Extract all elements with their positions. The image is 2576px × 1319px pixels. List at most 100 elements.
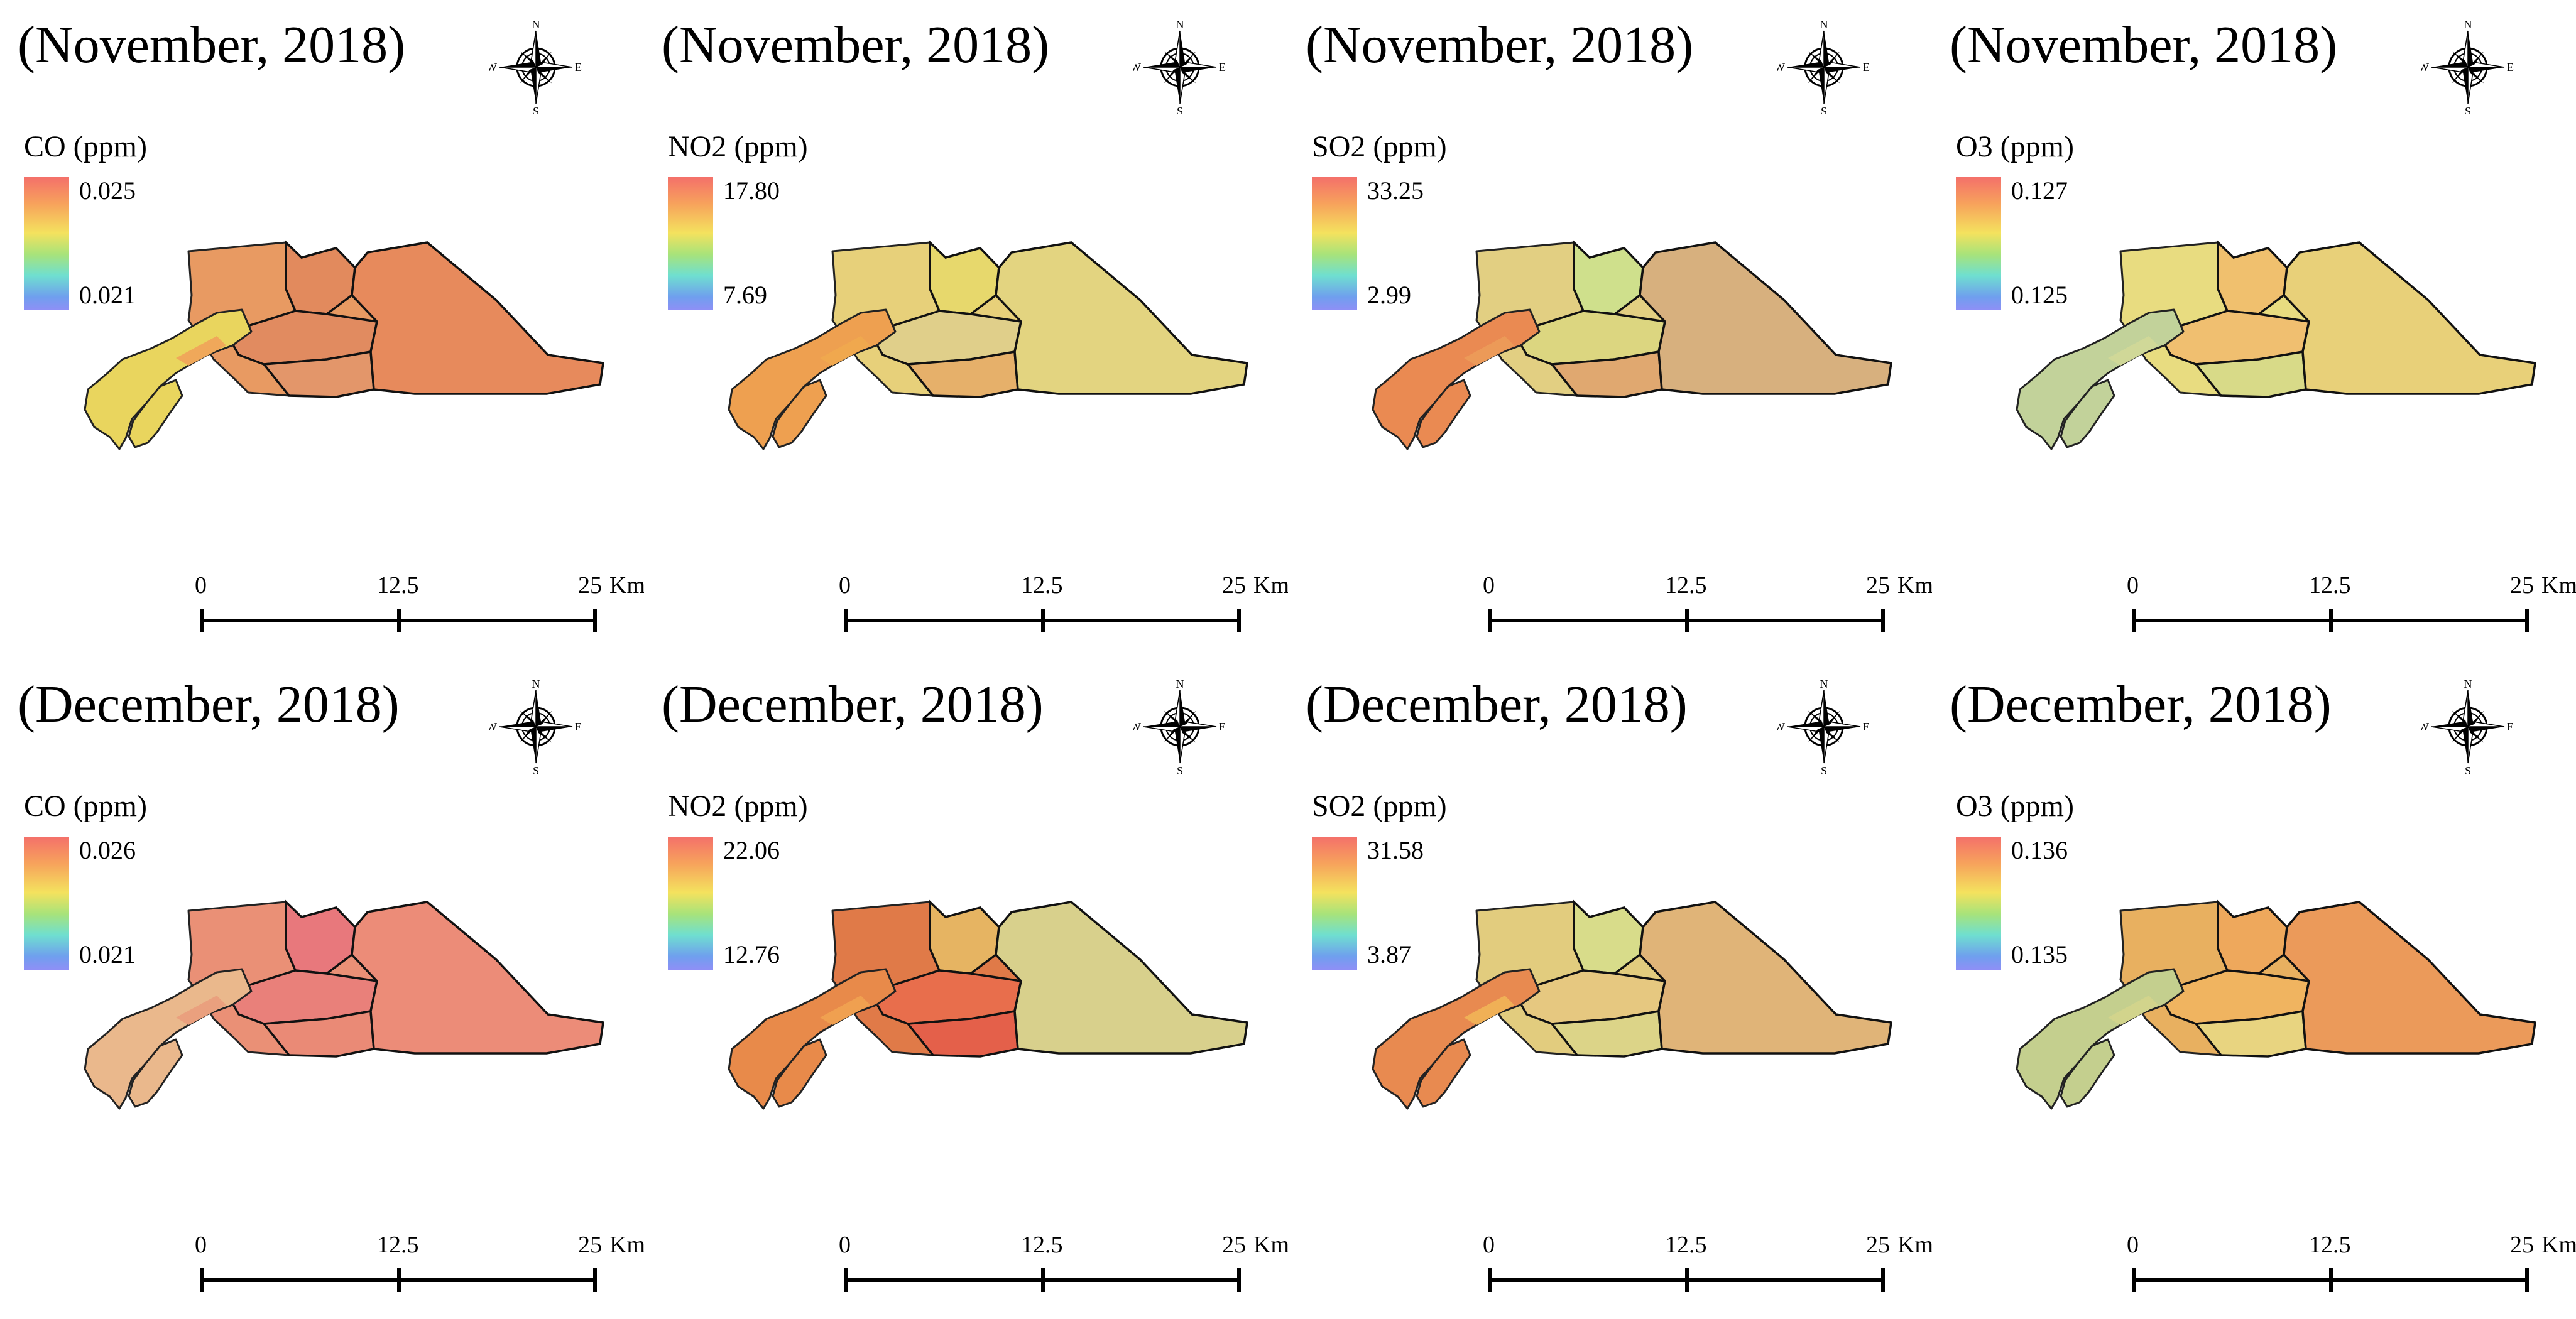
compass-south-label: S: [1821, 764, 1827, 774]
map-district-east: [1639, 241, 1892, 395]
map-industrial-strip: [176, 996, 226, 1025]
scale-label-0: 0: [2127, 1232, 2139, 1258]
map-peninsula: [772, 1038, 827, 1108]
legend-max-value: 22.06: [723, 836, 780, 864]
legend-color-ramp: [1956, 177, 2001, 310]
compass-star: [499, 690, 573, 764]
legend-title: CO (ppm): [24, 130, 147, 163]
concentration-map: [2016, 239, 2536, 450]
scale-tick: [2525, 1268, 2529, 1292]
compass-east-label: E: [1863, 720, 1870, 733]
map-industrial-strip: [1464, 996, 1514, 1025]
scale-tick: [200, 1268, 204, 1292]
legend-max-value: 0.127: [2011, 176, 2068, 205]
legend-title: O3 (ppm): [1956, 790, 2074, 823]
map-region-west-coast: [84, 968, 253, 1110]
compass-north-label: N: [2464, 680, 2472, 690]
period-title: (November, 2018): [1950, 16, 2338, 74]
map-peninsula: [1416, 1038, 1471, 1108]
compass-north-label: N: [532, 20, 540, 31]
map-industrial-strip: [176, 336, 226, 366]
map-district-east: [995, 901, 1248, 1055]
compass-north-label: N: [2464, 20, 2472, 31]
scale-tick: [1881, 609, 1885, 632]
map-region-west-coast: [2016, 968, 2185, 1110]
scale-label-0: 0: [2127, 572, 2139, 599]
legend-max-value: 0.025: [79, 176, 136, 205]
legend-min-value: 3.87: [1367, 940, 1411, 969]
map-peninsula: [128, 379, 183, 448]
scale-label-max: 25 Km: [578, 1232, 644, 1258]
compass-rose-icon: N S E W: [1777, 20, 1870, 114]
map-region-west-coast: [84, 308, 253, 450]
map-district-east: [995, 241, 1248, 395]
concentration-map: [84, 239, 604, 450]
map-district-east: [2283, 901, 2536, 1055]
compass-south-label: S: [1821, 105, 1827, 114]
compass-west-label: W: [1133, 720, 1141, 733]
compass-star: [2431, 690, 2505, 764]
map-district-east: [1639, 901, 1892, 1055]
map-region-west-coast: [1372, 308, 1541, 450]
concentration-map: [84, 899, 604, 1110]
scale-label-mid: 12.5: [377, 572, 419, 599]
compass-star: [2431, 30, 2505, 104]
legend-title: CO (ppm): [24, 790, 147, 823]
map-panel-co-dec: (December, 2018) N S E W: [0, 659, 644, 1319]
concentration-map: [728, 239, 1248, 450]
map-panel-o3-dec: (December, 2018) N S E W: [1932, 659, 2576, 1319]
scale-label-max: 25 Km: [1222, 572, 1288, 599]
scale-label-0: 0: [839, 572, 851, 599]
concentration-map: [728, 899, 1248, 1110]
scale-tick: [1237, 609, 1241, 632]
compass-star: [1143, 30, 1217, 104]
scale-label-0: 0: [195, 1232, 207, 1258]
compass-star: [1143, 690, 1217, 764]
map-panel-so2-nov: (November, 2018) N S E W: [1288, 0, 1932, 659]
scale-label-mid: 12.5: [1021, 572, 1063, 599]
period-title: (December, 2018): [18, 675, 400, 734]
map-industrial-strip: [2108, 996, 2158, 1025]
scale-bar: 0 12.5 25 Km: [1458, 1228, 1932, 1297]
scale-label-max: 25 Km: [1222, 1232, 1288, 1258]
compass-east-label: E: [2507, 720, 2514, 733]
compass-south-label: S: [1177, 105, 1183, 114]
map-panel-no2-dec: (December, 2018) N S E W: [644, 659, 1288, 1319]
map-industrial-strip: [820, 336, 870, 366]
scale-tick: [2525, 609, 2529, 632]
scale-tick: [1488, 609, 1492, 632]
legend-color-ramp: [1312, 177, 1357, 310]
period-title: (December, 2018): [662, 675, 1044, 734]
legend-color-ramp: [24, 177, 69, 310]
scale-tick: [200, 609, 204, 632]
compass-east-label: E: [1219, 61, 1226, 73]
compass-west-label: W: [489, 61, 497, 73]
scale-label-0: 0: [839, 1232, 851, 1258]
scale-label-0: 0: [195, 572, 207, 599]
legend-max-value: 0.026: [79, 836, 136, 864]
legend-color-ramp: [668, 177, 713, 310]
scale-tick: [593, 1268, 597, 1292]
map-industrial-strip: [2108, 336, 2158, 366]
period-title: (November, 2018): [18, 16, 406, 74]
compass-north-label: N: [1820, 680, 1828, 690]
scale-tick: [593, 609, 597, 632]
compass-east-label: E: [575, 61, 582, 73]
compass-west-label: W: [1133, 61, 1141, 73]
legend-color-ramp: [1956, 837, 2001, 970]
scale-label-mid: 12.5: [1665, 1232, 1707, 1258]
scale-label-max: 25 Km: [578, 572, 644, 599]
compass-north-label: N: [1176, 20, 1184, 31]
scale-tick: [397, 1268, 401, 1292]
compass-south-label: S: [1177, 764, 1183, 774]
legend-min-value: 7.69: [723, 281, 767, 309]
compass-south-label: S: [2465, 105, 2471, 114]
scale-label-max: 25 Km: [1866, 572, 1932, 599]
compass-east-label: E: [2507, 61, 2514, 73]
compass-star: [1787, 690, 1861, 764]
legend-title: SO2 (ppm): [1312, 790, 1447, 823]
period-title: (November, 2018): [1306, 16, 1694, 74]
map-peninsula: [2060, 379, 2115, 448]
compass-south-label: S: [533, 105, 539, 114]
scale-tick: [844, 609, 848, 632]
